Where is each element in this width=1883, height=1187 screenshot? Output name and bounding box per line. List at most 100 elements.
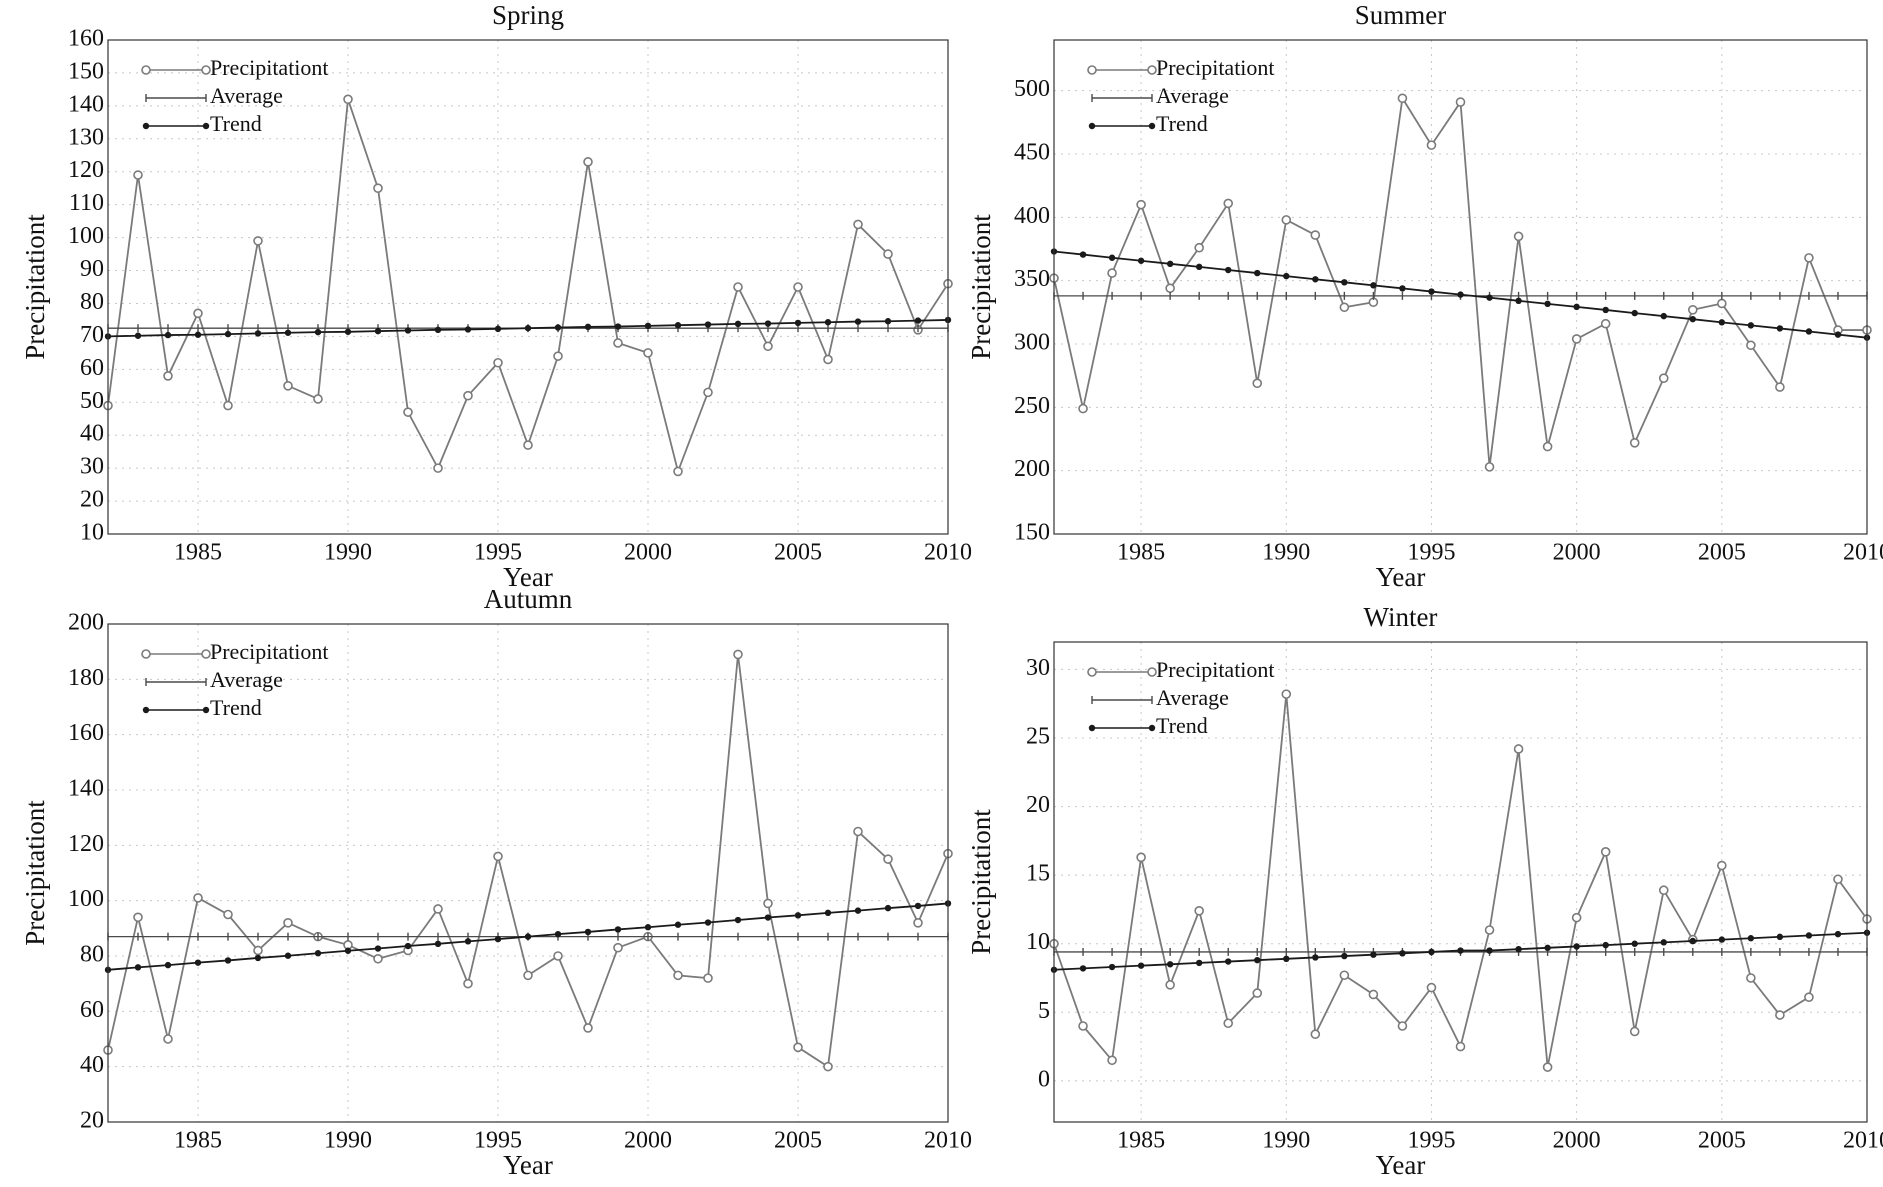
x-tick-label: 2010 <box>924 1128 972 1154</box>
point <box>133 912 143 923</box>
y-tick-label: 120 <box>68 831 104 857</box>
point <box>794 319 802 327</box>
point <box>914 317 922 324</box>
legend-label: Average <box>1156 83 1229 108</box>
y-tick-label: 20 <box>80 1108 104 1134</box>
point <box>643 348 653 358</box>
point <box>764 914 772 921</box>
point <box>1137 257 1145 264</box>
point <box>1660 312 1667 320</box>
point <box>193 893 203 903</box>
x-tick-label: 2005 <box>774 1128 822 1154</box>
point <box>201 649 211 659</box>
point <box>1484 462 1495 472</box>
point <box>1088 122 1096 130</box>
y-tick-label: 250 <box>1014 393 1050 419</box>
y-axis-label: Precipitationt <box>20 800 50 946</box>
point <box>314 328 322 336</box>
point <box>1776 325 1784 332</box>
legend-label: Precipitationt <box>1156 657 1275 682</box>
point <box>1776 933 1784 941</box>
legend-label: Precipitationt <box>210 639 329 664</box>
legend-label: Trend <box>210 695 262 720</box>
y-tick-label: 25 <box>1026 724 1050 750</box>
point <box>1631 309 1638 317</box>
point <box>494 935 502 943</box>
panel: 20 40 60 80 100 120 140 160 180 200 1985 1990 1995 20… <box>20 584 972 1180</box>
point <box>1834 930 1842 938</box>
point <box>1660 939 1667 946</box>
y-tick-label: 110 <box>69 190 104 216</box>
point <box>464 326 472 333</box>
point <box>824 319 832 326</box>
y-tick-label: 0 <box>1038 1066 1050 1092</box>
point <box>583 1023 593 1033</box>
legend-label: Trend <box>1156 713 1208 738</box>
point <box>524 933 532 940</box>
point <box>1746 973 1756 983</box>
point <box>1486 947 1493 954</box>
point <box>553 351 563 361</box>
point <box>1658 885 1669 896</box>
point <box>1455 97 1466 107</box>
point <box>253 945 263 956</box>
y-tick-label: 5 <box>1038 998 1050 1024</box>
point <box>1573 943 1580 950</box>
point <box>1746 340 1756 351</box>
point <box>1281 689 1292 699</box>
y-tick-label: 30 <box>80 454 104 480</box>
point <box>224 330 232 338</box>
point <box>674 322 682 329</box>
y-tick-label: 150 <box>68 58 104 84</box>
point <box>793 1042 803 1053</box>
y-axis-label: Precipitationt <box>966 214 996 360</box>
y-tick-label: 80 <box>80 289 104 315</box>
plot-area <box>108 40 948 534</box>
point <box>1136 852 1146 863</box>
y-tick-label: 130 <box>68 124 104 150</box>
legend-label: Average <box>210 667 283 692</box>
x-tick-label: 1995 <box>474 1128 522 1154</box>
point <box>493 357 503 368</box>
point <box>1455 1041 1466 1052</box>
point <box>1542 441 1553 452</box>
point <box>1805 932 1813 939</box>
point <box>202 122 210 130</box>
point <box>1341 952 1348 960</box>
point <box>223 400 233 411</box>
point <box>1165 980 1175 990</box>
point <box>1542 1062 1553 1072</box>
point <box>554 324 562 331</box>
point <box>1833 874 1843 885</box>
point <box>1658 373 1669 384</box>
point <box>141 649 151 659</box>
point <box>644 924 652 931</box>
y-axis-label: Precipitationt <box>966 809 996 955</box>
x-tick-label: 1985 <box>174 1128 222 1154</box>
point <box>374 327 382 335</box>
point <box>1147 667 1157 677</box>
legend-label: Precipitationt <box>210 55 329 80</box>
point <box>1428 948 1435 956</box>
point <box>142 122 150 130</box>
y-tick-label: 10 <box>1026 929 1050 955</box>
point <box>1600 847 1611 857</box>
y-tick-label: 90 <box>80 256 104 282</box>
point <box>764 320 772 327</box>
point <box>1747 935 1755 942</box>
y-axis-label: Precipitationt <box>20 214 50 360</box>
point <box>314 950 322 957</box>
y-tick-label: 20 <box>80 487 104 513</box>
chart-title: Spring <box>492 0 564 30</box>
point <box>734 320 742 328</box>
y-tick-label: 100 <box>68 223 104 249</box>
panel: 10 20 30 40 50 60 70 80 90 100 110 120 130 140 150 160 1… <box>20 0 972 592</box>
point <box>1254 956 1261 964</box>
point <box>884 904 892 912</box>
point <box>164 331 172 339</box>
point <box>1631 940 1638 947</box>
point <box>1225 266 1232 274</box>
y-tick-label: 150 <box>1014 520 1050 546</box>
point <box>374 945 382 952</box>
point <box>704 321 712 328</box>
